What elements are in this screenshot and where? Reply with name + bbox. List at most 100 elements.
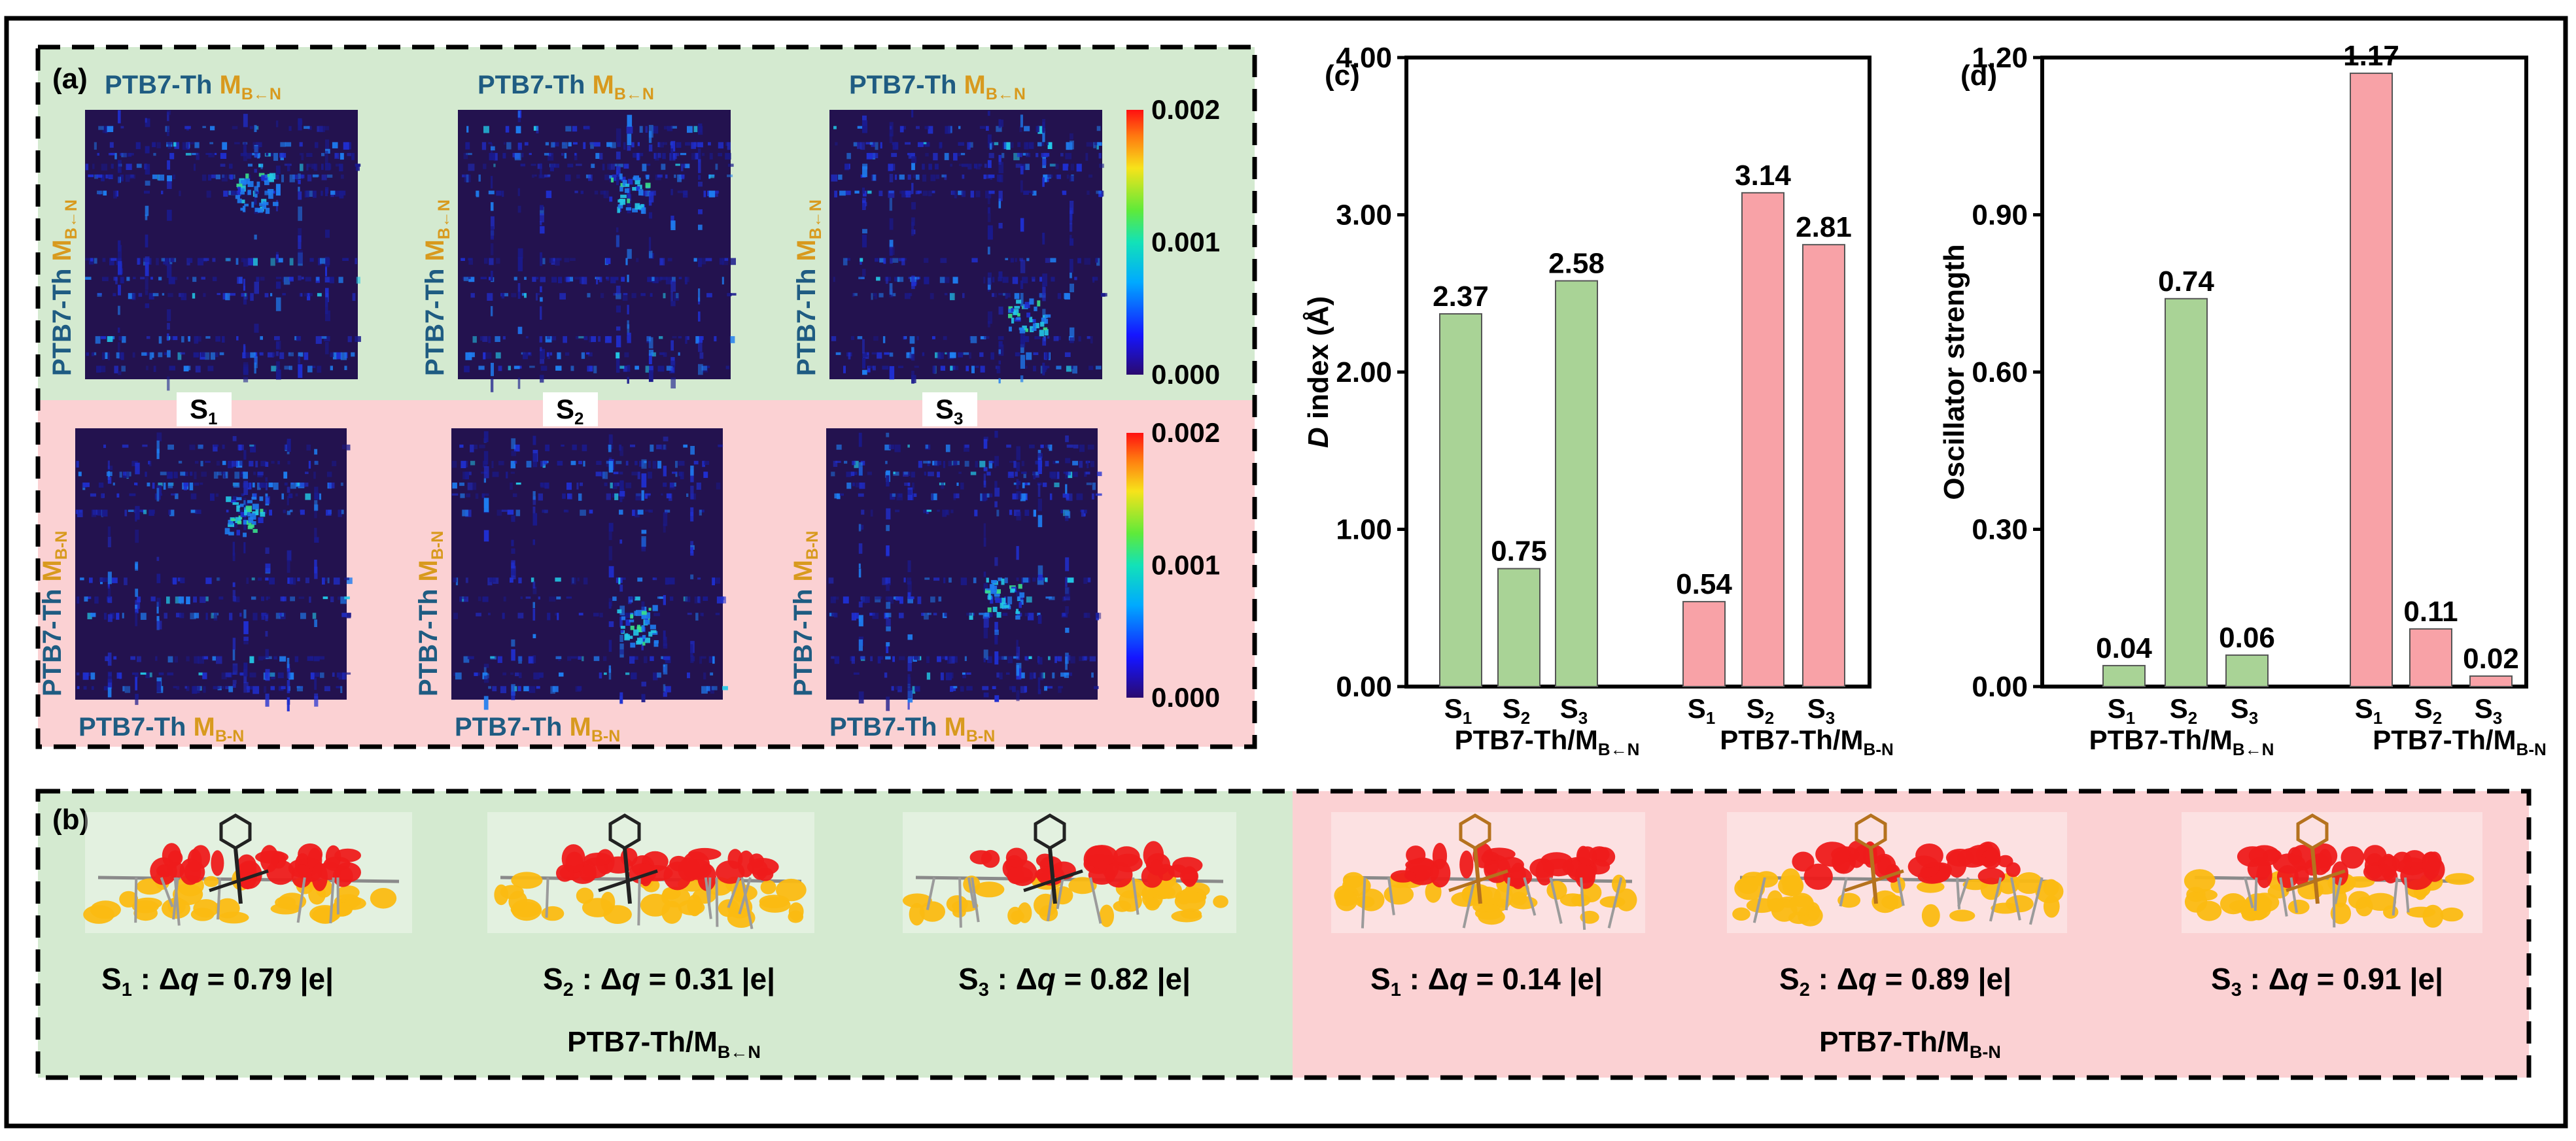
heatmap-cell <box>200 483 203 485</box>
heatmap-hot-cell <box>247 500 252 503</box>
x-tick-label-part: S <box>2170 693 2188 724</box>
heatmap-cell <box>314 693 319 698</box>
heatmap-left-text-part: PTB7-Th <box>792 269 821 376</box>
heatmap-cell <box>1013 152 1020 161</box>
isosurface-yellow <box>1991 902 2020 914</box>
heatmap-cell <box>983 481 986 488</box>
heatmap-cell <box>124 686 131 693</box>
heatmap-hot-cell <box>236 497 242 501</box>
heatmap-cell <box>722 277 724 284</box>
heatmap-cell <box>1076 163 1082 172</box>
heatmap-cell <box>967 142 971 150</box>
heatmap-cell <box>928 163 932 170</box>
heatmap-cell <box>135 694 139 706</box>
heatmap-cell <box>164 352 167 355</box>
heatmap-cell <box>158 352 163 358</box>
heatmap-cell <box>682 190 688 198</box>
heatmap-cell <box>659 352 665 355</box>
heatmap-cell <box>1083 613 1090 619</box>
heatmap-cell <box>189 483 194 490</box>
heatmap-cell <box>870 656 873 662</box>
heatmap-cell <box>962 672 966 679</box>
heatmap-cell <box>1016 511 1022 520</box>
heatmap-cell <box>275 120 279 128</box>
heatmap-cell <box>514 460 517 464</box>
heatmap-cell <box>833 126 837 129</box>
heatmap-cell <box>138 293 143 297</box>
heatmap-cell <box>226 509 229 513</box>
heatmap-cell <box>892 493 896 497</box>
heatmap-cell <box>194 163 196 171</box>
heatmap-cell <box>491 146 495 151</box>
heatmap-cell <box>321 152 325 156</box>
heatmap-cell <box>627 377 629 384</box>
heatmap-cell <box>265 477 268 482</box>
heatmap-cell <box>1006 293 1011 298</box>
heatmap-cell <box>289 509 293 513</box>
heatmap-cell <box>135 530 139 543</box>
heatmap-cell <box>716 596 723 604</box>
heatmap-cell <box>860 656 865 660</box>
heatmap-cell <box>557 460 563 466</box>
heatmap-cell <box>474 444 478 449</box>
heatmap-cell <box>892 142 899 150</box>
heatmap-cell <box>565 174 571 182</box>
heatmap-cell <box>188 142 194 145</box>
isosurface-yellow <box>1778 876 1803 896</box>
heatmap-cell <box>583 126 591 130</box>
heatmap-cell <box>698 175 701 180</box>
heatmap-cell <box>107 126 114 132</box>
heatmap-cell <box>335 163 341 167</box>
heatmap-cell <box>994 501 998 507</box>
bar <box>1555 280 1598 687</box>
heatmap-cell <box>481 493 485 498</box>
heatmap-cell <box>663 512 668 526</box>
heatmap-cell <box>356 163 360 171</box>
heatmap-cell <box>1084 258 1090 265</box>
heatmap-cell <box>83 483 90 487</box>
heatmap-hot-cell <box>245 173 249 179</box>
heatmap-cell <box>340 352 347 360</box>
isosurface-yellow <box>370 888 397 909</box>
heatmap-cell <box>1022 483 1025 488</box>
heatmap-cell <box>314 492 319 500</box>
heatmap-cell <box>453 613 458 619</box>
heatmap-hot-cell <box>984 612 989 617</box>
heatmap-cell <box>843 258 848 265</box>
heatmap-cell <box>634 509 640 518</box>
heatmap-cell <box>1043 174 1047 182</box>
heatmap-cell <box>1047 174 1053 178</box>
heatmap-cell <box>1020 180 1023 193</box>
heatmap-cell <box>1041 142 1045 146</box>
heatmap-cell <box>933 613 937 616</box>
y-axis-label-text-part: Oscillator strength <box>1938 244 1970 500</box>
heatmap-cell <box>1042 362 1045 376</box>
y-tick-label-part: 1.00 <box>1336 514 1392 546</box>
heatmap-cell <box>641 190 648 196</box>
isosurface-red <box>332 866 353 887</box>
heatmap-cell <box>297 483 300 486</box>
heatmap-cell <box>922 174 927 182</box>
heatmap-cell <box>950 293 955 301</box>
heatmap-cell <box>964 460 969 467</box>
heatmap-cell <box>107 679 113 689</box>
heatmap-cell <box>608 527 612 540</box>
heatmap-cell <box>958 190 964 196</box>
charge-transfer-label-part: S <box>543 962 563 996</box>
heatmap-cell <box>1005 293 1008 299</box>
heatmap-cell <box>281 493 284 500</box>
heatmap-cell <box>987 311 993 324</box>
heatmap-cell <box>327 577 330 584</box>
heatmap-cell <box>540 286 542 292</box>
side-chain <box>2332 877 2336 928</box>
heatmap-cell <box>102 277 109 281</box>
heatmap-cell <box>599 613 603 618</box>
isosurface-yellow <box>119 891 139 908</box>
heatmap-cell <box>1028 613 1034 621</box>
heatmap-cell <box>77 596 80 604</box>
heatmap-left-text-part: PTB7-Th <box>789 589 818 696</box>
isosurface-red <box>334 848 361 862</box>
bar-value-label: 3.14 <box>1735 160 1791 192</box>
heatmap-cell <box>306 152 313 157</box>
heatmap-cell <box>872 366 876 371</box>
